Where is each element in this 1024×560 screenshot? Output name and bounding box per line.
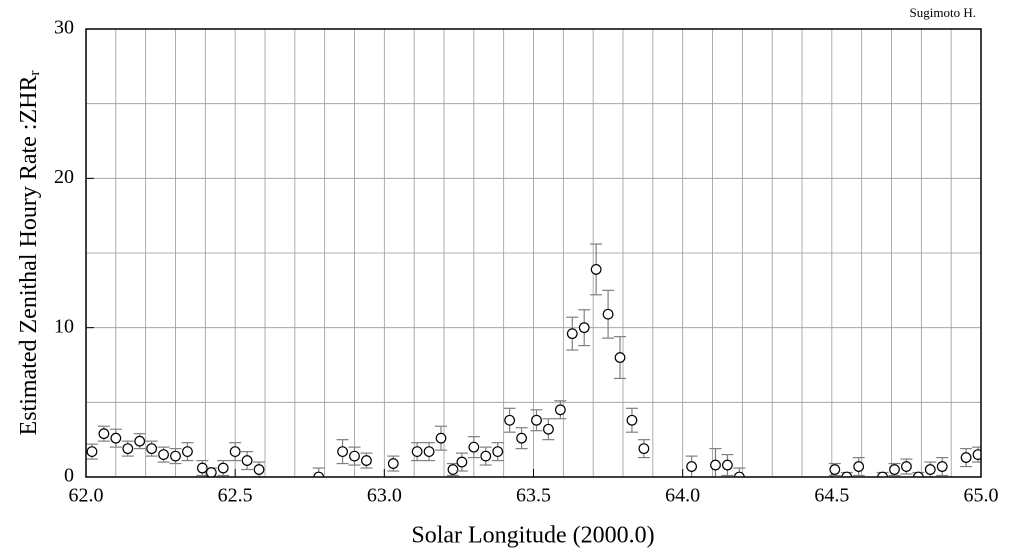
- y-tick-label: 10: [54, 315, 74, 337]
- data-point: [241, 455, 253, 466]
- data-point: [566, 328, 578, 340]
- data-point: [960, 452, 972, 463]
- data-point: [110, 432, 122, 444]
- x-tick-label: 65.0: [964, 485, 999, 507]
- data-point: [86, 446, 98, 458]
- plot-frame: [85, 28, 982, 478]
- y-tick-label: 20: [54, 166, 74, 188]
- plot-marks: [86, 243, 981, 477]
- data-point: [158, 449, 169, 461]
- data-point: [411, 446, 423, 458]
- x-tick-label: 64.5: [814, 485, 849, 507]
- data-point: [146, 443, 158, 455]
- data-point: [531, 414, 542, 426]
- data-point: [504, 414, 516, 426]
- x-axis-label: Solar Longitude (2000.0): [411, 523, 654, 549]
- data-point: [387, 458, 399, 469]
- data-point: [122, 443, 134, 455]
- data-point: [170, 450, 181, 462]
- data-point: [361, 455, 372, 466]
- data-point: [456, 456, 468, 468]
- data-point: [205, 467, 217, 477]
- data-point: [313, 471, 325, 477]
- data-point: [889, 464, 900, 475]
- y-axis-label: Estimated Zenithal Houry Rate :ZHRr: [16, 71, 44, 436]
- data-point: [972, 449, 981, 460]
- data-point: [710, 459, 721, 471]
- data-point: [578, 322, 590, 334]
- data-point: [182, 446, 193, 458]
- data-point: [98, 428, 110, 440]
- data-point: [722, 459, 733, 471]
- data-point: [912, 471, 924, 477]
- data-point: [134, 435, 146, 447]
- data-point: [543, 423, 554, 435]
- data-point: [936, 461, 948, 472]
- data-point: [217, 462, 229, 474]
- data-point: [229, 446, 241, 458]
- data-point: [554, 404, 566, 416]
- data-point: [337, 446, 348, 458]
- data-point: [877, 471, 888, 477]
- data-point: [492, 446, 504, 458]
- data-point: [841, 471, 853, 477]
- y-tick-label: 0: [64, 465, 74, 487]
- data-point: [638, 443, 650, 455]
- data-point: [447, 464, 459, 475]
- data-point: [602, 308, 614, 320]
- data-point: [614, 352, 626, 363]
- data-point: [349, 450, 360, 462]
- data-point: [829, 464, 841, 475]
- tick-labels: 62.0 62.5 63.0 63.5 64.0 64.5 65.0 0 10 20 30: [54, 17, 999, 507]
- data-point: [480, 450, 492, 462]
- x-tick-label: 63.0: [367, 485, 402, 507]
- data-point: [590, 264, 602, 275]
- error-bar: [312, 467, 325, 477]
- y-tick-label: 30: [54, 17, 74, 39]
- data-point: [435, 432, 447, 444]
- y-axis-label-main: Estimated Zenithal Houry Rate :ZHR: [16, 76, 42, 436]
- data-point: [853, 461, 865, 472]
- data-point: [733, 471, 745, 477]
- data-point: [468, 441, 480, 453]
- data-point: [516, 432, 527, 444]
- x-tick-label: 62.0: [69, 485, 104, 507]
- x-tick-label: 62.5: [218, 485, 253, 507]
- data-point: [423, 446, 435, 458]
- data-point: [924, 464, 936, 475]
- annotation: Sugimoto H.: [910, 5, 976, 20]
- x-tick-label: 64.0: [665, 485, 700, 507]
- y-axis-label-subscript: r: [27, 71, 43, 76]
- data-point: [901, 461, 912, 472]
- error-bar: [733, 467, 746, 477]
- grid: [85, 28, 982, 478]
- data-point: [253, 464, 265, 475]
- data-point: [626, 414, 638, 426]
- data-point: [686, 461, 698, 472]
- x-tick-label: 63.5: [516, 485, 551, 507]
